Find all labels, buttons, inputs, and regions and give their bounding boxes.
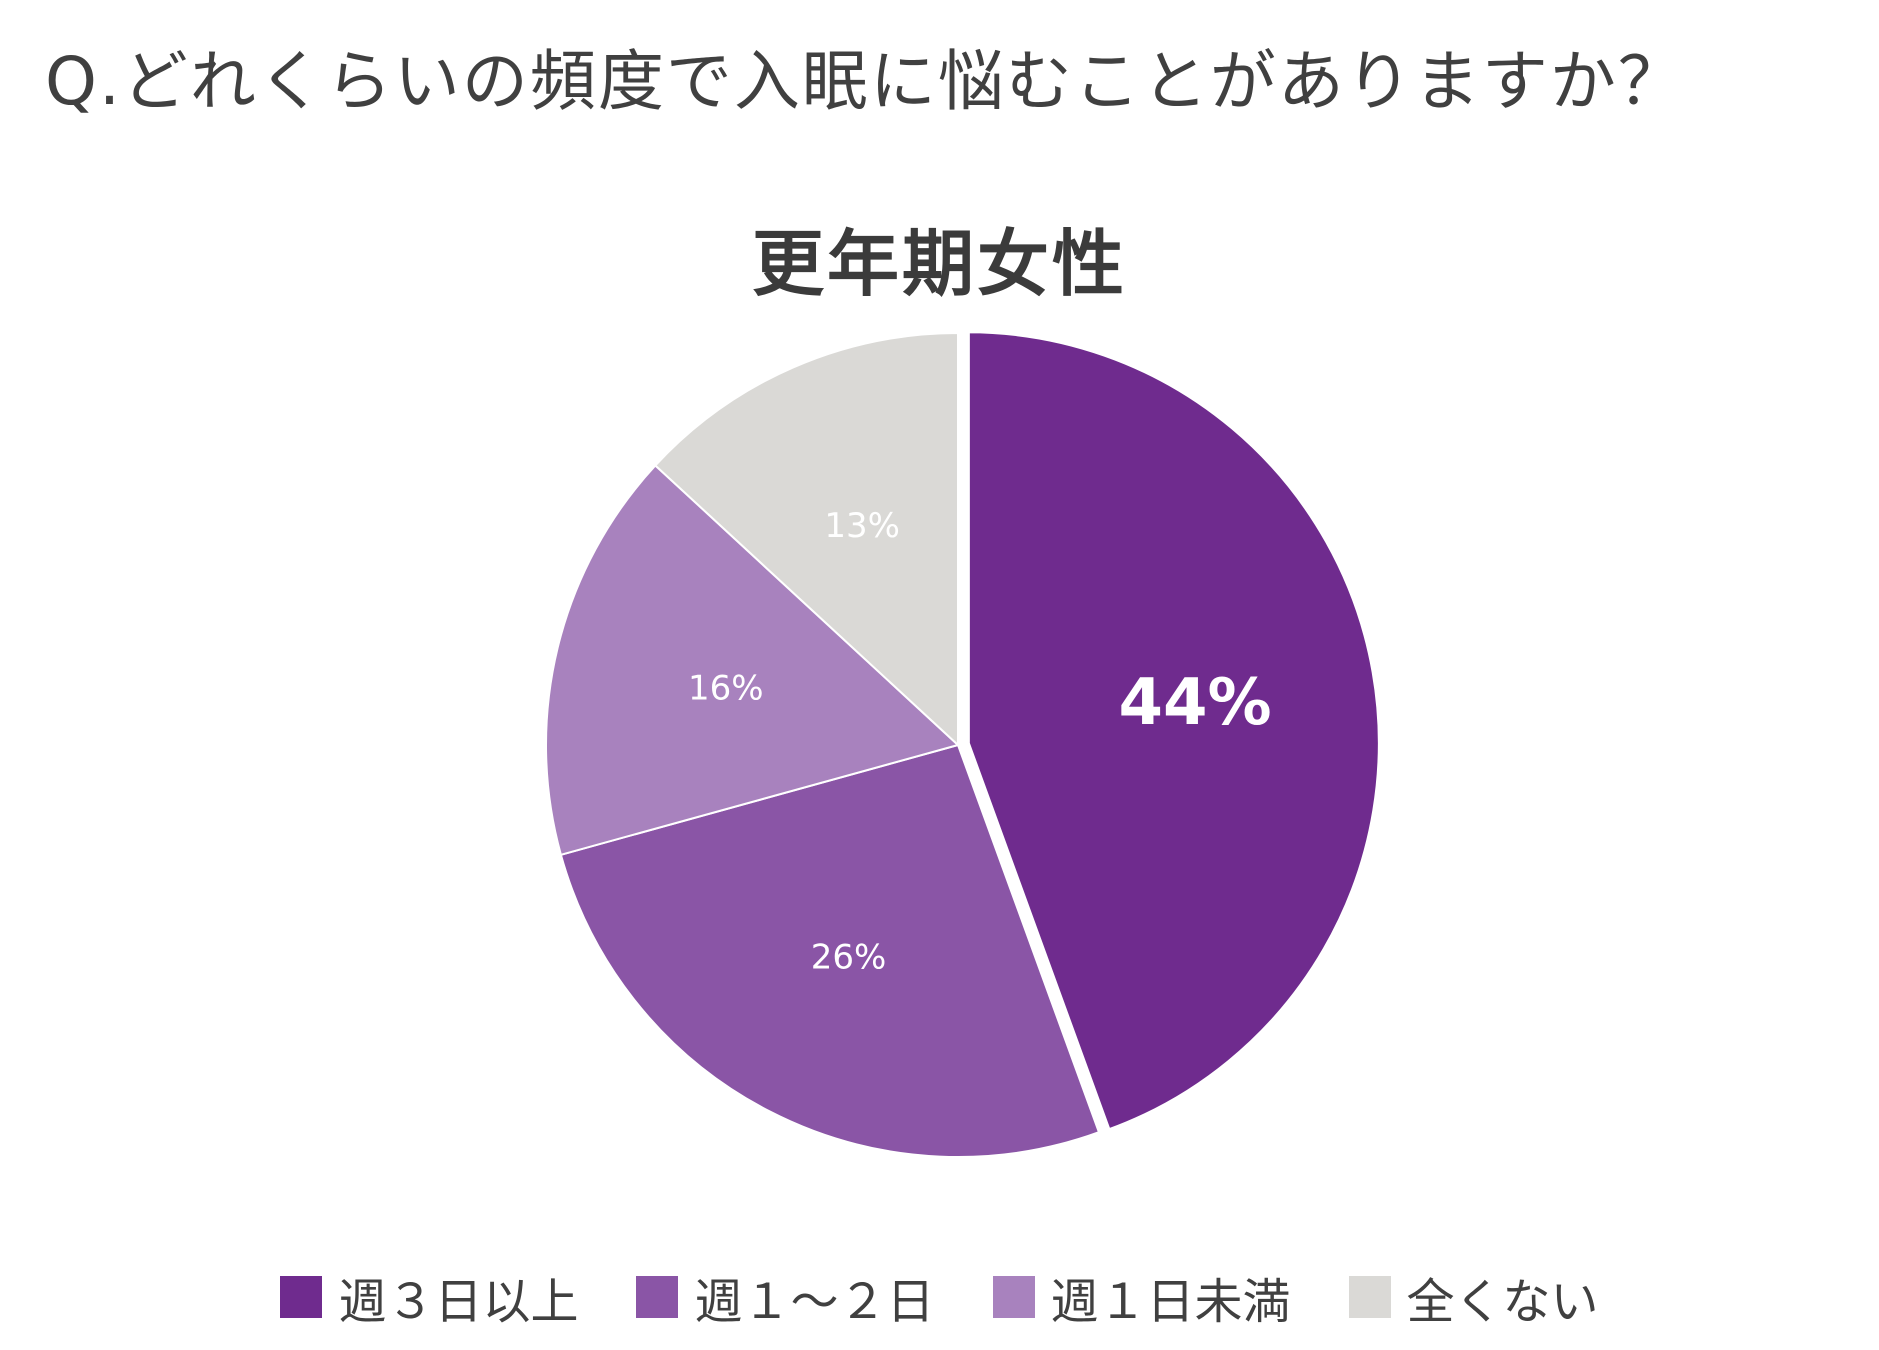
pie-slice-under1 xyxy=(545,464,959,856)
legend-label-under1: 週１日未満 xyxy=(1050,1274,1291,1330)
legend-item-under1: 週１日未満 xyxy=(992,1262,1291,1332)
pie-label-never: 13% xyxy=(824,506,900,546)
chart-title: 更年期女性 xyxy=(751,222,1127,306)
pie-slices xyxy=(545,329,1382,1158)
legend-label-1to2: 週１～２日 xyxy=(694,1274,935,1330)
legend-item-3plus: 週３日以上 xyxy=(280,1262,578,1332)
pie-label-3plus: 44% xyxy=(1118,666,1271,740)
pie-slice-3plus xyxy=(965,329,1382,1133)
legend: 週３日以上 週１～２日 週１日未満 全くない xyxy=(0,1262,1879,1332)
pie-slice-1to2 xyxy=(559,744,1100,1158)
legend-swatch-3plus xyxy=(280,1276,323,1318)
pie-labels: 44% 26% 16% 13% xyxy=(688,506,1272,977)
legend-swatch-under1 xyxy=(992,1276,1035,1318)
pie-slice-never xyxy=(654,332,959,746)
legend-item-1to2: 週１～２日 xyxy=(636,1262,935,1332)
legend-label-3plus: 週３日以上 xyxy=(338,1274,579,1330)
legend-label-never: 全くない xyxy=(1406,1274,1599,1330)
pie-label-1to2: 26% xyxy=(811,937,887,977)
legend-swatch-never xyxy=(1348,1276,1391,1318)
pie-label-under1: 16% xyxy=(688,669,764,709)
legend-swatch-1to2 xyxy=(636,1276,679,1318)
question-title: Q.どれくらいの頻度で入眠に悩むことがありますか？ xyxy=(45,43,1686,120)
legend-item-never: 全くない xyxy=(1348,1262,1599,1332)
